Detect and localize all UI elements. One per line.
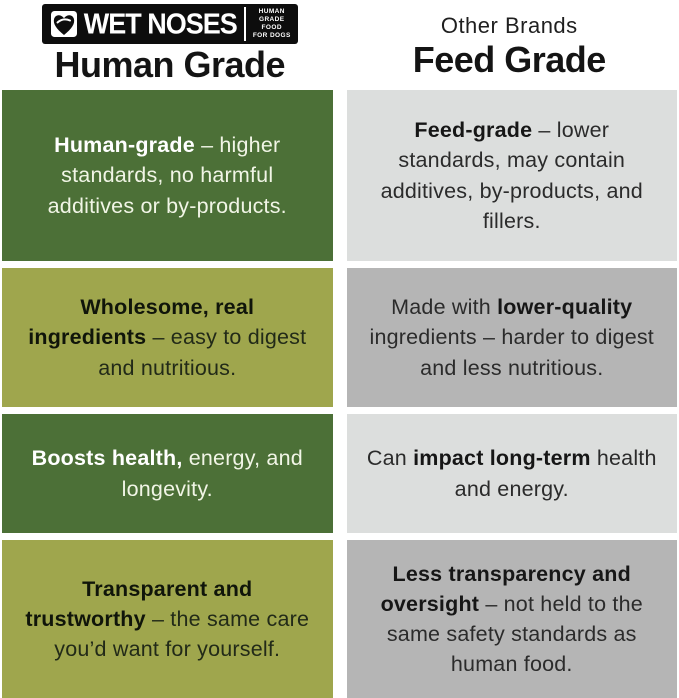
cell-feed-grade-row4: Less transparency and oversight – not he… bbox=[346, 540, 677, 698]
cell-text: Transparent and trustworthy – the same c… bbox=[25, 576, 310, 662]
brand-name: WET NOSES bbox=[83, 7, 238, 40]
cell-human-grade-row2: Wholesome, real ingredients – easy to di… bbox=[2, 268, 333, 407]
cell-feed-grade-row2: Made with lower-quality ingredients – ha… bbox=[346, 268, 677, 407]
cell-text: Boosts health, energy, and longevity. bbox=[31, 446, 303, 501]
tagline-line: HUMAN bbox=[258, 7, 285, 15]
comparison-grid: Human-grade – higher standards, no harmf… bbox=[0, 90, 679, 698]
cell-text: Made with lower-quality ingredients – ha… bbox=[369, 295, 654, 380]
tagline-line: FOR DOGS bbox=[252, 32, 291, 40]
cell-text: Less transparency and oversight – not he… bbox=[380, 561, 643, 677]
dog-heart-icon bbox=[47, 8, 80, 40]
cell-text: Human-grade – higher standards, no harmf… bbox=[47, 133, 287, 218]
column-title-feed-grade: Feed Grade bbox=[412, 39, 607, 81]
wet-noses-logo: WET NOSES HUMAN GRADE FOOD FOR DOGS bbox=[41, 4, 298, 44]
cell-text: Wholesome, real ingredients – easy to di… bbox=[28, 295, 307, 380]
tagline-line: FOOD bbox=[261, 24, 282, 31]
header-human-grade: WET NOSES HUMAN GRADE FOOD FOR DOGS Huma… bbox=[0, 0, 340, 90]
cell-text: Feed-grade – lower standards, may contai… bbox=[380, 118, 643, 233]
cell-feed-grade-row3: Can impact long-term health and energy. bbox=[346, 414, 677, 533]
cell-human-grade-row1: Human-grade – higher standards, no harmf… bbox=[2, 90, 333, 261]
cell-human-grade-row3: Boosts health, energy, and longevity. bbox=[2, 414, 333, 533]
column-subtitle-other-brands: Other Brands bbox=[440, 13, 578, 38]
header-feed-grade: Other Brands Feed Grade bbox=[340, 0, 679, 90]
tagline-line: GRADE bbox=[259, 15, 285, 23]
cell-text: Can impact long-term health and energy. bbox=[366, 446, 657, 501]
cell-feed-grade-row1: Feed-grade – lower standards, may contai… bbox=[346, 90, 677, 261]
header: WET NOSES HUMAN GRADE FOOD FOR DOGS Huma… bbox=[0, 0, 679, 90]
column-title-human-grade: Human Grade bbox=[54, 44, 286, 85]
cell-human-grade-row4: Transparent and trustworthy – the same c… bbox=[2, 540, 333, 698]
logo-tagline: HUMAN GRADE FOOD FOR DOGS bbox=[250, 8, 294, 41]
logo-divider bbox=[243, 7, 246, 41]
